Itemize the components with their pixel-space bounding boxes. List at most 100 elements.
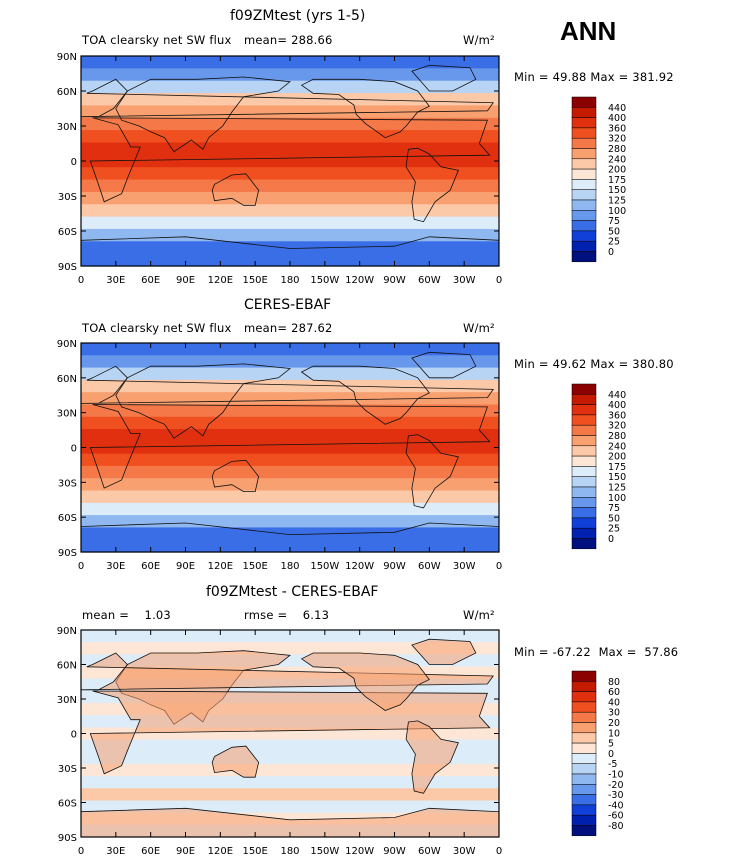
panel-3-minmax: Min = -67.22 Max = 57.86	[514, 645, 678, 659]
x-tick-label: 90W	[383, 846, 406, 857]
x-tick-label: 90E	[176, 846, 195, 857]
field-band	[81, 191, 499, 205]
coastline	[411, 351, 477, 379]
field-band	[81, 241, 499, 255]
field-band	[81, 642, 499, 655]
colorbar-swatch	[571, 794, 597, 806]
colorbar-level: -60	[608, 811, 624, 822]
colorbar-level: -40	[608, 800, 624, 811]
colorbar-level: 0	[608, 534, 614, 545]
colorbar-swatch	[571, 435, 597, 447]
colorbar-swatch	[571, 107, 597, 118]
panel-1-units: W/m²	[463, 33, 495, 47]
field-band	[81, 751, 499, 765]
panel-3-rmse-value: 6.13	[302, 608, 330, 622]
colorbar-swatch	[571, 527, 597, 539]
field-band	[81, 80, 499, 94]
y-tick-label: 60S	[58, 513, 77, 524]
x-tick-label: 60W	[418, 561, 441, 572]
colorbar-level: 25	[608, 524, 620, 535]
panel-3-min-label: Min =	[514, 645, 549, 659]
colorbar-swatch	[571, 424, 597, 436]
colorbar-level: 200	[608, 165, 626, 176]
coastline	[300, 652, 430, 711]
x-tick-label: 60E	[141, 846, 160, 857]
colorbar-level: 25	[608, 237, 620, 248]
x-tick-label: 150E	[242, 846, 267, 857]
panel-2-mean-label: mean=	[244, 321, 288, 335]
y-tick-label: 30N	[57, 695, 77, 706]
colorbar-level: 5	[608, 739, 614, 750]
colorbar-swatch	[571, 394, 597, 405]
colorbar-swatch	[571, 701, 597, 713]
panel-2-title: CERES-EBAF	[244, 297, 332, 313]
colorbar-level: 0	[608, 749, 614, 760]
x-tick-label: 120E	[208, 846, 233, 857]
season-label: ANN	[560, 16, 617, 46]
field-band	[81, 404, 499, 418]
y-tick-label: 0	[71, 157, 77, 168]
colorbar-swatch	[571, 179, 597, 190]
field-band	[81, 167, 499, 181]
field-band	[81, 179, 499, 193]
colorbar-swatch	[571, 240, 597, 252]
colorbar-swatch	[571, 670, 597, 682]
colorbar-level: 240	[608, 441, 626, 452]
colorbar-swatch	[571, 230, 597, 242]
colorbar-level: 100	[608, 493, 626, 504]
x-tick-label: 30E	[106, 846, 125, 857]
x-tick-label: 150E	[242, 561, 267, 572]
colorbar-level: 360	[608, 123, 626, 134]
colorbar-level: 125	[608, 483, 626, 494]
colorbar-swatch	[571, 784, 597, 795]
field-band	[81, 228, 499, 242]
y-tick-label: 0	[71, 444, 77, 455]
field-band	[81, 788, 499, 802]
colorbar-level: 60	[608, 687, 620, 698]
coastline	[300, 365, 430, 425]
y-tick-label: 30S	[58, 192, 77, 203]
colorbar-level: 150	[608, 472, 626, 483]
colorbar-swatch	[571, 517, 597, 529]
colorbar-swatch	[571, 117, 597, 129]
colorbar-swatch	[571, 476, 597, 488]
x-tick-label: 120W	[345, 275, 374, 286]
panel-1-max-value: 381.92	[632, 70, 674, 84]
coastline	[89, 117, 491, 203]
colorbar-level: 125	[608, 196, 626, 207]
x-tick-label: 30E	[106, 561, 125, 572]
y-tick-label: 60N	[57, 661, 77, 672]
panel-3-max-label: Max =	[598, 645, 637, 659]
x-tick-label: 60E	[141, 561, 160, 572]
colorbar-level: -80	[608, 821, 624, 832]
colorbar-swatch	[571, 127, 597, 139]
x-tick-label: 60E	[141, 275, 160, 286]
field-band	[81, 216, 499, 230]
field-band	[81, 154, 499, 168]
y-tick-label: 0	[71, 730, 77, 741]
colorbar-swatch	[571, 507, 597, 519]
coastline	[80, 78, 494, 118]
panel-3-mean: mean = 1.03	[82, 608, 171, 622]
y-tick-label: 90N	[57, 52, 77, 63]
x-tick-label: 30W	[453, 275, 476, 286]
colorbar-swatch	[571, 220, 597, 232]
colorbar-swatch	[571, 814, 597, 826]
colorbar-swatch	[571, 486, 597, 498]
x-tick-label: 90E	[176, 275, 195, 286]
colorbar-level: -30	[608, 790, 624, 801]
colorbar-swatch	[571, 404, 597, 416]
field-band	[81, 465, 499, 479]
colorbar-level: 175	[608, 462, 626, 473]
y-tick-label: 60N	[57, 87, 77, 98]
y-tick-label: 90N	[57, 339, 77, 350]
map-1: 0 30E 60E 90E 120E 150E 180 150W 120W 90W 60W 30W 09…	[57, 52, 502, 286]
panel-3-mean-label: mean =	[82, 608, 130, 622]
colorbar-swatch	[571, 168, 597, 180]
panel-3-units: W/m²	[463, 608, 495, 622]
field-band	[81, 68, 499, 82]
coastline	[211, 459, 260, 492]
colorbar-swatch	[571, 763, 597, 775]
